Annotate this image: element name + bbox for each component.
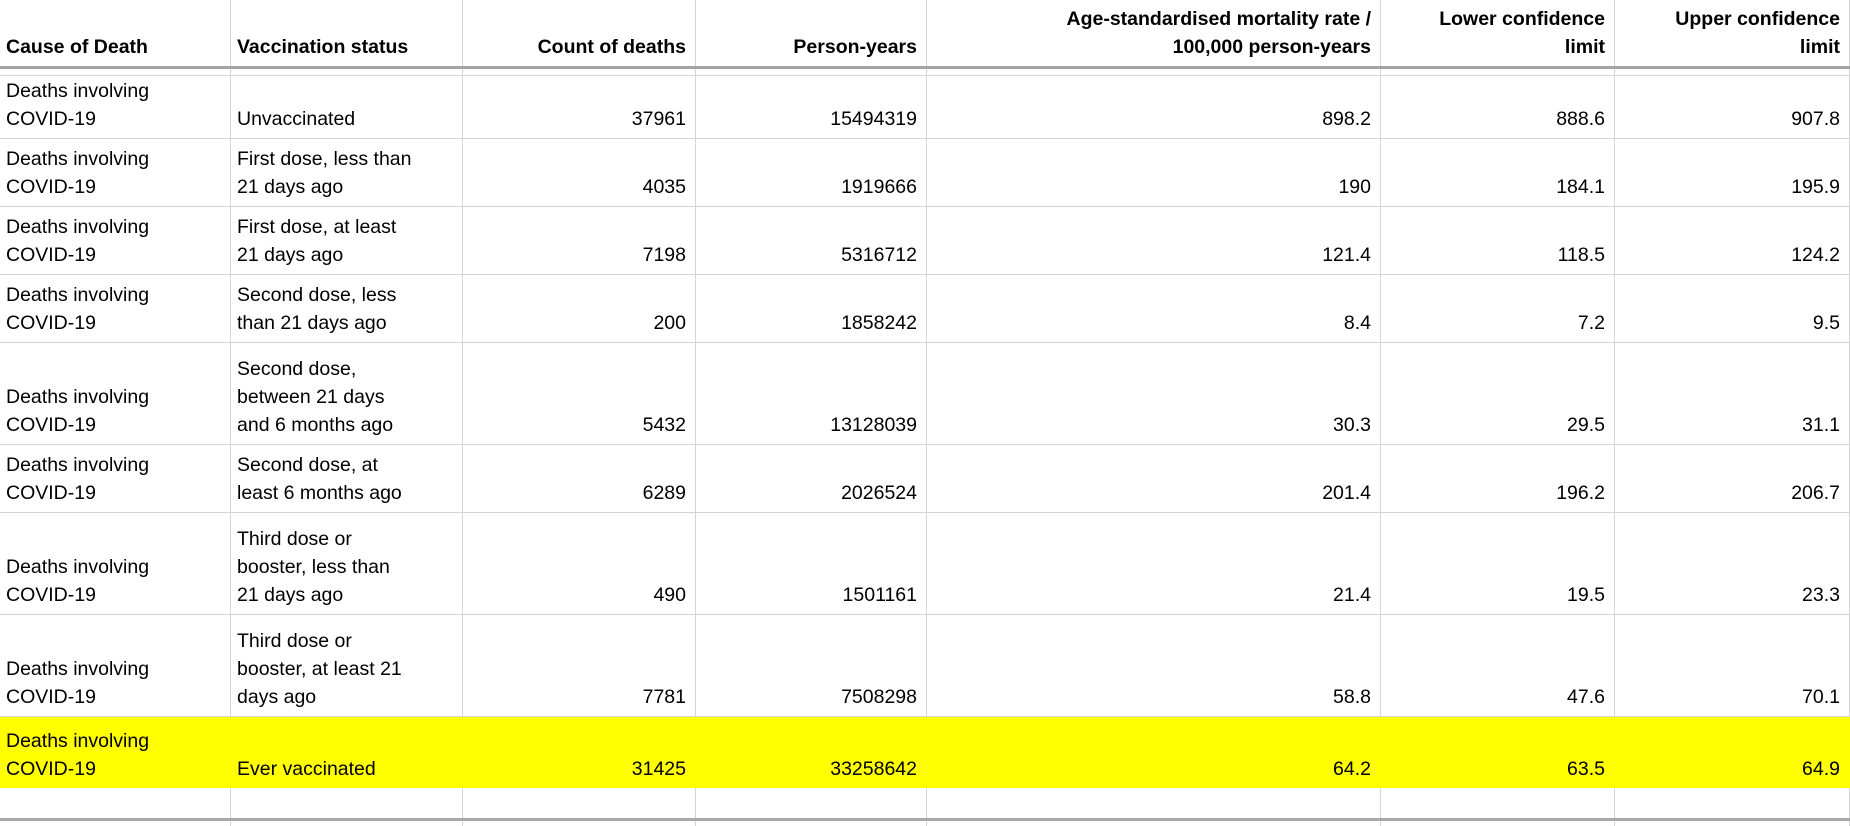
table-header-row: Cause of Death Vaccination status Count … xyxy=(0,0,1850,69)
cell-upper-confidence-limit[interactable]: 907.8 xyxy=(1615,76,1850,138)
cell-lower-confidence-limit[interactable]: 7.2 xyxy=(1381,275,1615,342)
cell-count-of-deaths[interactable]: 37961 xyxy=(463,76,696,138)
cell-lower-confidence-limit[interactable]: 888.6 xyxy=(1381,76,1615,138)
cell-asmr[interactable]: 201.4 xyxy=(927,445,1381,512)
cell-lower-confidence-limit[interactable]: 29.5 xyxy=(1381,343,1615,444)
cell-person-years[interactable]: 1501161 xyxy=(696,513,927,614)
cell-upper-confidence-limit[interactable]: 124.2 xyxy=(1615,207,1850,274)
table-row: Deaths involving COVID-19 Third dose or … xyxy=(0,615,1850,717)
cell-cause-of-death[interactable]: Deaths involving COVID-19 xyxy=(0,139,231,206)
cell-person-years[interactable]: 5316712 xyxy=(696,207,927,274)
table-row: Deaths involving COVID-19 First dose, at… xyxy=(0,207,1850,275)
empty-row[interactable] xyxy=(0,788,1850,818)
cell-person-years[interactable]: 7508298 xyxy=(696,615,927,716)
cell-asmr[interactable]: 190 xyxy=(927,139,1381,206)
cell-vaccination-status[interactable]: Second dose, at least 6 months ago xyxy=(231,445,463,512)
cell-count-of-deaths[interactable]: 7781 xyxy=(463,615,696,716)
header-vaccination-status[interactable]: Vaccination status xyxy=(231,0,463,66)
cell-person-years[interactable]: 1858242 xyxy=(696,275,927,342)
cell-vaccination-status[interactable]: First dose, at least 21 days ago xyxy=(231,207,463,274)
cell-vaccination-status[interactable]: Ever vaccinated xyxy=(237,758,376,780)
cell-cause-of-death[interactable]: Deaths involving COVID-19 xyxy=(0,445,231,512)
cell-count-of-deaths[interactable]: 4035 xyxy=(463,139,696,206)
cell-upper-confidence-limit[interactable]: 9.5 xyxy=(1615,275,1850,342)
cell-vaccination-status[interactable]: Third dose or booster, less than 21 days… xyxy=(231,513,463,614)
cell-cause-of-death[interactable]: Deaths involving COVID-19 xyxy=(0,275,231,342)
cell-asmr[interactable]: 8.4 xyxy=(927,275,1381,342)
cell-person-years[interactable]: 1919666 xyxy=(696,139,927,206)
cell-count-of-deaths[interactable]: 5432 xyxy=(463,343,696,444)
cell-vaccination-status[interactable]: First dose, less than 21 days ago xyxy=(231,139,463,206)
cell-asmr[interactable]: 898.2 xyxy=(927,76,1381,138)
cell-count-of-deaths[interactable]: 7198 xyxy=(463,207,696,274)
header-lower-confidence-limit[interactable]: Lower confidence limit xyxy=(1381,0,1615,66)
cell-vaccination-status[interactable]: Third dose or booster, at least 21 days … xyxy=(231,615,463,716)
cell-lower-confidence-limit[interactable]: 184.1 xyxy=(1381,139,1615,206)
cell-cause-of-death[interactable]: Deaths involving COVID-19 xyxy=(0,513,231,614)
cell-cause-of-death[interactable]: Deaths involving COVID-19 xyxy=(6,730,150,780)
cell-upper-confidence-limit[interactable]: 70.1 xyxy=(1615,615,1850,716)
cell-vaccination-status[interactable]: Unvaccinated xyxy=(231,76,463,138)
table-body: Deaths involving COVID-19 Unvaccinated 3… xyxy=(0,76,1850,788)
header-count-of-deaths[interactable]: Count of deaths xyxy=(463,0,696,66)
cell-lower-confidence-limit[interactable]: 19.5 xyxy=(1381,513,1615,614)
table-row: Deaths involving COVID-19 Second dose, l… xyxy=(0,275,1850,343)
header-asmr[interactable]: Age-standardised mortality rate / 100,00… xyxy=(927,0,1381,66)
cell-asmr[interactable]: 30.3 xyxy=(927,343,1381,444)
cell-upper-confidence-limit[interactable]: 206.7 xyxy=(1615,445,1850,512)
cell-asmr[interactable]: 121.4 xyxy=(927,207,1381,274)
partial-row xyxy=(0,821,1850,826)
table-row: Deaths involving COVID-19 First dose, le… xyxy=(0,139,1850,207)
cell-person-years[interactable]: 33258642 xyxy=(830,758,917,780)
cell-asmr[interactable]: 21.4 xyxy=(927,513,1381,614)
table-row-highlighted: Deaths involving COVID-19 Ever vaccinate… xyxy=(0,717,1850,788)
cell-lower-confidence-limit[interactable]: 118.5 xyxy=(1381,207,1615,274)
cell-cause-of-death[interactable]: Deaths involving COVID-19 xyxy=(0,615,231,716)
header-cause-of-death[interactable]: Cause of Death xyxy=(0,0,231,66)
cell-person-years[interactable]: 13128039 xyxy=(696,343,927,444)
cell-upper-confidence-limit[interactable]: 23.3 xyxy=(1615,513,1850,614)
cell-cause-of-death[interactable]: Deaths involving COVID-19 xyxy=(0,207,231,274)
cell-person-years[interactable]: 2026524 xyxy=(696,445,927,512)
cell-asmr[interactable]: 58.8 xyxy=(927,615,1381,716)
cell-asmr[interactable]: 64.2 xyxy=(1333,758,1371,780)
table-row: Deaths involving COVID-19 Third dose or … xyxy=(0,513,1850,615)
header-upper-confidence-limit[interactable]: Upper confidence limit xyxy=(1615,0,1850,66)
cell-lower-confidence-limit[interactable]: 47.6 xyxy=(1381,615,1615,716)
cell-count-of-deaths[interactable]: 6289 xyxy=(463,445,696,512)
header-person-years[interactable]: Person-years xyxy=(696,0,927,66)
section-divider xyxy=(0,818,1850,821)
table-row: Deaths involving COVID-19 Second dose, b… xyxy=(0,343,1850,445)
cell-upper-confidence-limit[interactable]: 195.9 xyxy=(1615,139,1850,206)
cell-cause-of-death[interactable]: Deaths involving COVID-19 xyxy=(0,343,231,444)
cell-upper-confidence-limit[interactable]: 64.9 xyxy=(1802,758,1840,780)
cell-vaccination-status[interactable]: Second dose, less than 21 days ago xyxy=(231,275,463,342)
cell-count-of-deaths[interactable]: 31425 xyxy=(631,758,686,780)
cell-cause-of-death[interactable]: Deaths involving COVID-19 xyxy=(0,76,231,138)
table-row: Deaths involving COVID-19 Second dose, a… xyxy=(0,445,1850,513)
cell-count-of-deaths[interactable]: 490 xyxy=(463,513,696,614)
cell-lower-confidence-limit[interactable]: 63.5 xyxy=(1567,758,1605,780)
cell-upper-confidence-limit[interactable]: 31.1 xyxy=(1615,343,1850,444)
cell-lower-confidence-limit[interactable]: 196.2 xyxy=(1381,445,1615,512)
table-row: Deaths involving COVID-19 Unvaccinated 3… xyxy=(0,76,1850,139)
header-double-border-gap xyxy=(0,69,1850,76)
cell-person-years[interactable]: 15494319 xyxy=(696,76,927,138)
cell-vaccination-status[interactable]: Second dose, between 21 days and 6 month… xyxy=(231,343,463,444)
cell-count-of-deaths[interactable]: 200 xyxy=(463,275,696,342)
